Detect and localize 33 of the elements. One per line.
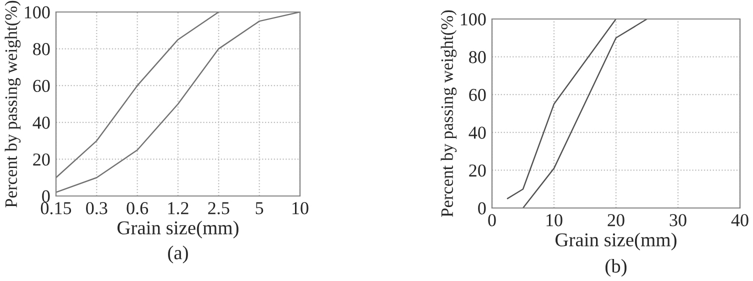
x-tick-label: 10 bbox=[546, 214, 562, 226]
x-axis-title: Grain size(mm) bbox=[556, 232, 676, 250]
y-tick-label: 0 bbox=[42, 190, 50, 202]
x-tick-label: 10 bbox=[292, 202, 308, 214]
line-series bbox=[56, 12, 300, 193]
y-tick-label: 100 bbox=[460, 13, 486, 26]
x-tick-label: 1.2 bbox=[168, 202, 188, 214]
y-tick-label: 60 bbox=[469, 88, 486, 102]
x-tick-label: 5 bbox=[256, 202, 264, 214]
line-series bbox=[522, 19, 648, 208]
x-tick-label: 0.15 bbox=[40, 202, 72, 214]
y-axis-title: Percent by passing weight(%) bbox=[440, 10, 457, 217]
x-tick-label: 0.3 bbox=[86, 202, 108, 214]
text: (a) bbox=[168, 246, 188, 264]
y-tick-label: 60 bbox=[33, 80, 50, 92]
text: (b) bbox=[606, 259, 626, 277]
line-series bbox=[506, 19, 617, 200]
y-tick-label: 100 bbox=[24, 6, 50, 18]
line-series bbox=[56, 12, 220, 178]
y-tick-label: 20 bbox=[33, 153, 50, 166]
y-tick-label: 80 bbox=[33, 43, 50, 56]
y-tick-label: 80 bbox=[469, 51, 486, 64]
x-tick-label: 40 bbox=[731, 214, 748, 226]
y-tick-label: 40 bbox=[468, 126, 486, 139]
x-tick-label: 0 bbox=[488, 214, 496, 226]
x-tick-label: 30 bbox=[670, 214, 686, 226]
x-tick-label: 2.5 bbox=[208, 202, 230, 214]
y-axis-title: Percent by passing weight(%) bbox=[4, 0, 21, 208]
y-tick-label: 40 bbox=[32, 116, 50, 129]
x-tick-label: 0.6 bbox=[126, 202, 148, 214]
y-tick-label: 20 bbox=[469, 164, 486, 177]
x-axis-title: Grain size(mm) bbox=[118, 220, 238, 238]
x-tick-label: 20 bbox=[608, 214, 624, 226]
